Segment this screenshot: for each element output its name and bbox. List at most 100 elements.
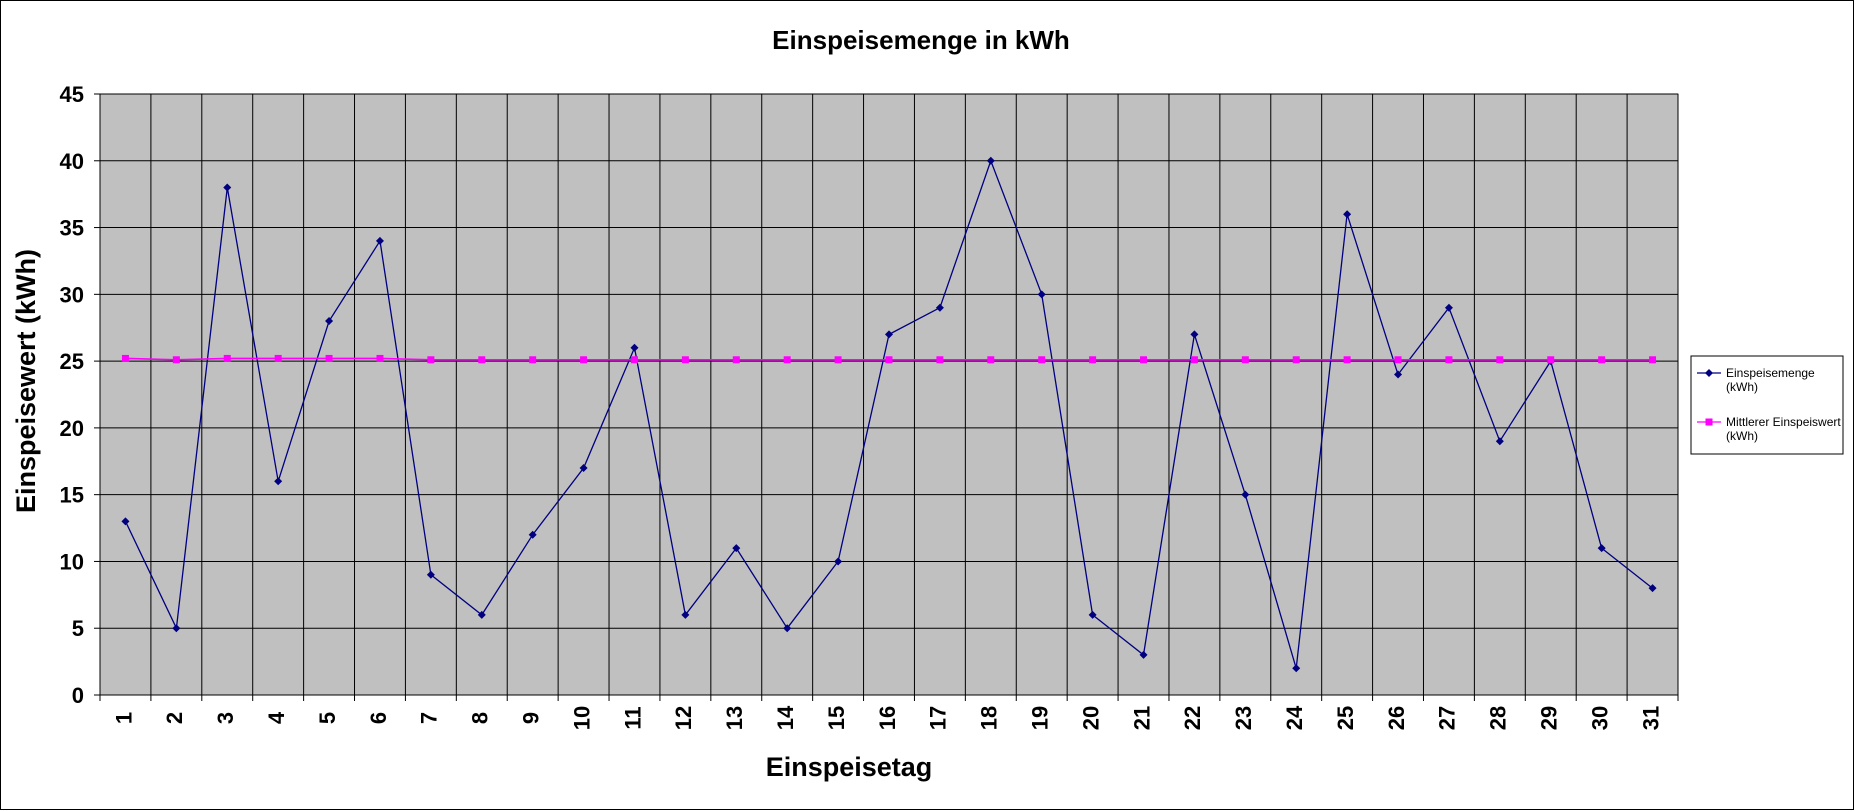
data-point [580,356,588,364]
x-tick-label: 28 [1486,706,1511,730]
data-point [529,356,537,364]
x-tick-label: 15 [824,706,849,730]
x-tick-label: 27 [1435,706,1460,730]
horizontal-gridlines [100,93,1678,696]
data-point [1343,356,1351,364]
x-tick-label: 4 [264,711,289,724]
series-1 [121,156,1657,673]
data-point [1038,356,1046,364]
legend-label: Einspeisemenge [1726,366,1815,380]
data-point [1547,356,1555,364]
x-tick-label: 2 [162,712,187,724]
data-point [1140,356,1148,364]
x-tick-label: 19 [1028,706,1053,730]
x-tick-label: 1 [111,712,136,724]
x-tick-label: 21 [1129,706,1154,730]
data-point [1444,303,1453,312]
legend-marker [1705,418,1713,426]
data-point [885,330,893,339]
data-point [885,356,893,364]
data-point [427,356,435,364]
x-tick-label: 3 [213,712,238,724]
data-point [783,624,792,633]
data-point [528,530,537,539]
vertical-gridlines [99,94,1679,695]
data-point [121,354,129,362]
data-point [1241,356,1249,364]
legend-item-2: Mittlerer Einspeiswert(kWh) [1697,415,1841,443]
y-axis-ticks: 0 5 10 15 20 25 30 35 40 45 [60,82,100,708]
data-point [732,544,741,553]
x-tick-label: 31 [1638,706,1663,730]
y-tick-label: 5 [72,616,84,641]
legend-label: (kWh) [1726,380,1758,394]
y-tick-label: 20 [60,416,84,441]
x-tick-label: 30 [1587,706,1612,730]
x-tick-label: 6 [366,712,391,724]
x-tick-label: 24 [1282,705,1307,730]
data-point [1139,650,1148,659]
data-point [426,570,435,579]
x-tick-label: 9 [518,712,543,724]
data-point [681,356,689,364]
x-tick-label: 13 [722,706,747,730]
x-tick-label: 5 [315,712,340,724]
data-point [834,557,843,566]
y-tick-label: 45 [60,82,84,107]
x-tick-label: 11 [620,706,645,729]
x-axis-title: Einspeisetag [766,752,933,782]
data-point [375,236,384,245]
data-point [325,354,333,362]
y-tick-label: 25 [60,349,84,374]
data-point [223,354,231,362]
x-tick-label: 7 [417,712,442,724]
legend-label: (kWh) [1726,429,1758,443]
y-tick-label: 0 [72,683,84,708]
data-point [477,610,486,619]
x-tick-label: 29 [1537,706,1562,730]
data-point [1394,356,1402,364]
y-tick-label: 10 [60,549,84,574]
x-axis-ticks: 1 2 3 4 5 6 7 8 9 10 11 12 13 14 15 16 17 18 19 20 21 22 23 24 2… [99,695,1679,730]
x-tick-label: 17 [926,706,951,730]
data-point [121,517,130,526]
x-tick-label: 20 [1078,706,1103,730]
x-tick-label: 14 [773,705,798,730]
data-point [1037,290,1046,299]
data-point [936,356,944,364]
data-point [732,356,740,364]
data-point [1292,356,1300,364]
data-point [223,183,232,192]
data-point [630,343,639,352]
series-2 [121,354,1657,364]
data-point [1089,356,1097,364]
legend-item-1: Einspeisemenge(kWh) [1697,366,1815,394]
data-point [274,354,282,362]
legend-marker [1705,369,1713,377]
x-tick-label: 16 [875,706,900,730]
data-point [1088,610,1097,619]
x-tick-label: 26 [1384,706,1409,730]
data-point [1292,664,1301,673]
data-point [783,356,791,364]
data-point [325,317,334,326]
data-point [935,303,944,312]
data-point [376,354,384,362]
data-point [478,356,486,364]
data-point [1598,356,1606,364]
x-tick-label: 12 [671,706,696,730]
chart-title: Einspeisemenge in kWh [772,25,1070,55]
data-point [1495,437,1504,446]
x-tick-label: 23 [1231,706,1256,730]
data-point [579,463,588,472]
data-point [1343,210,1352,219]
legend-label: Mittlerer Einspeiswert [1726,415,1841,429]
data-point [987,356,995,364]
y-tick-label: 35 [60,216,84,241]
x-tick-label: 8 [468,712,493,724]
legend: Einspeisemenge(kWh)Mittlerer Einspeiswer… [1690,355,1844,455]
legend-box [1690,355,1844,455]
y-tick-label: 15 [60,483,84,508]
data-point [1241,490,1250,499]
